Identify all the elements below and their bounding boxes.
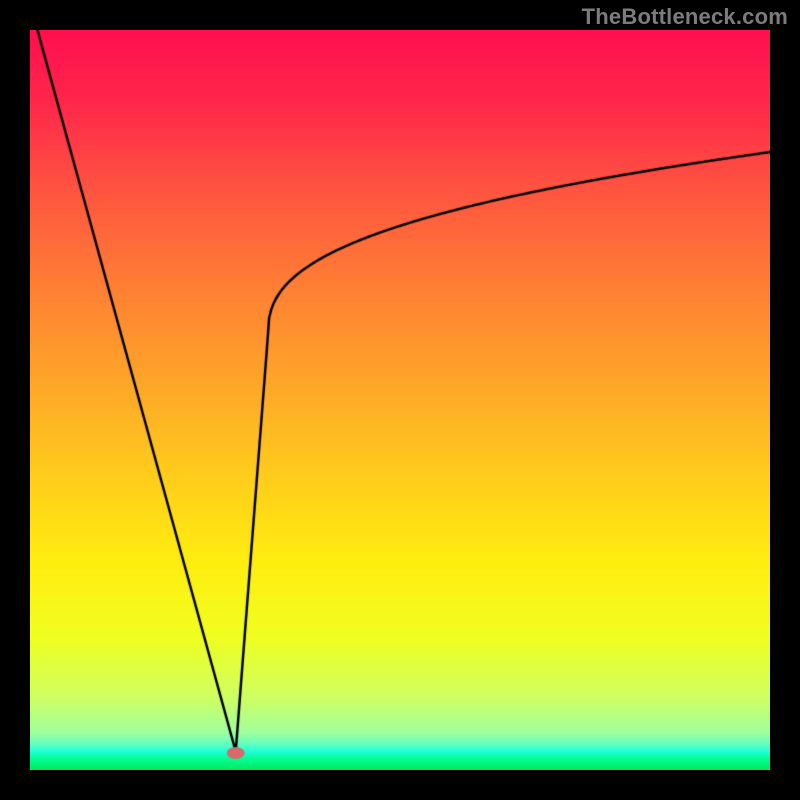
watermark-text: TheBottleneck.com	[582, 4, 788, 30]
chart-container: TheBottleneck.com	[0, 0, 800, 800]
bottleneck-chart	[30, 30, 770, 770]
